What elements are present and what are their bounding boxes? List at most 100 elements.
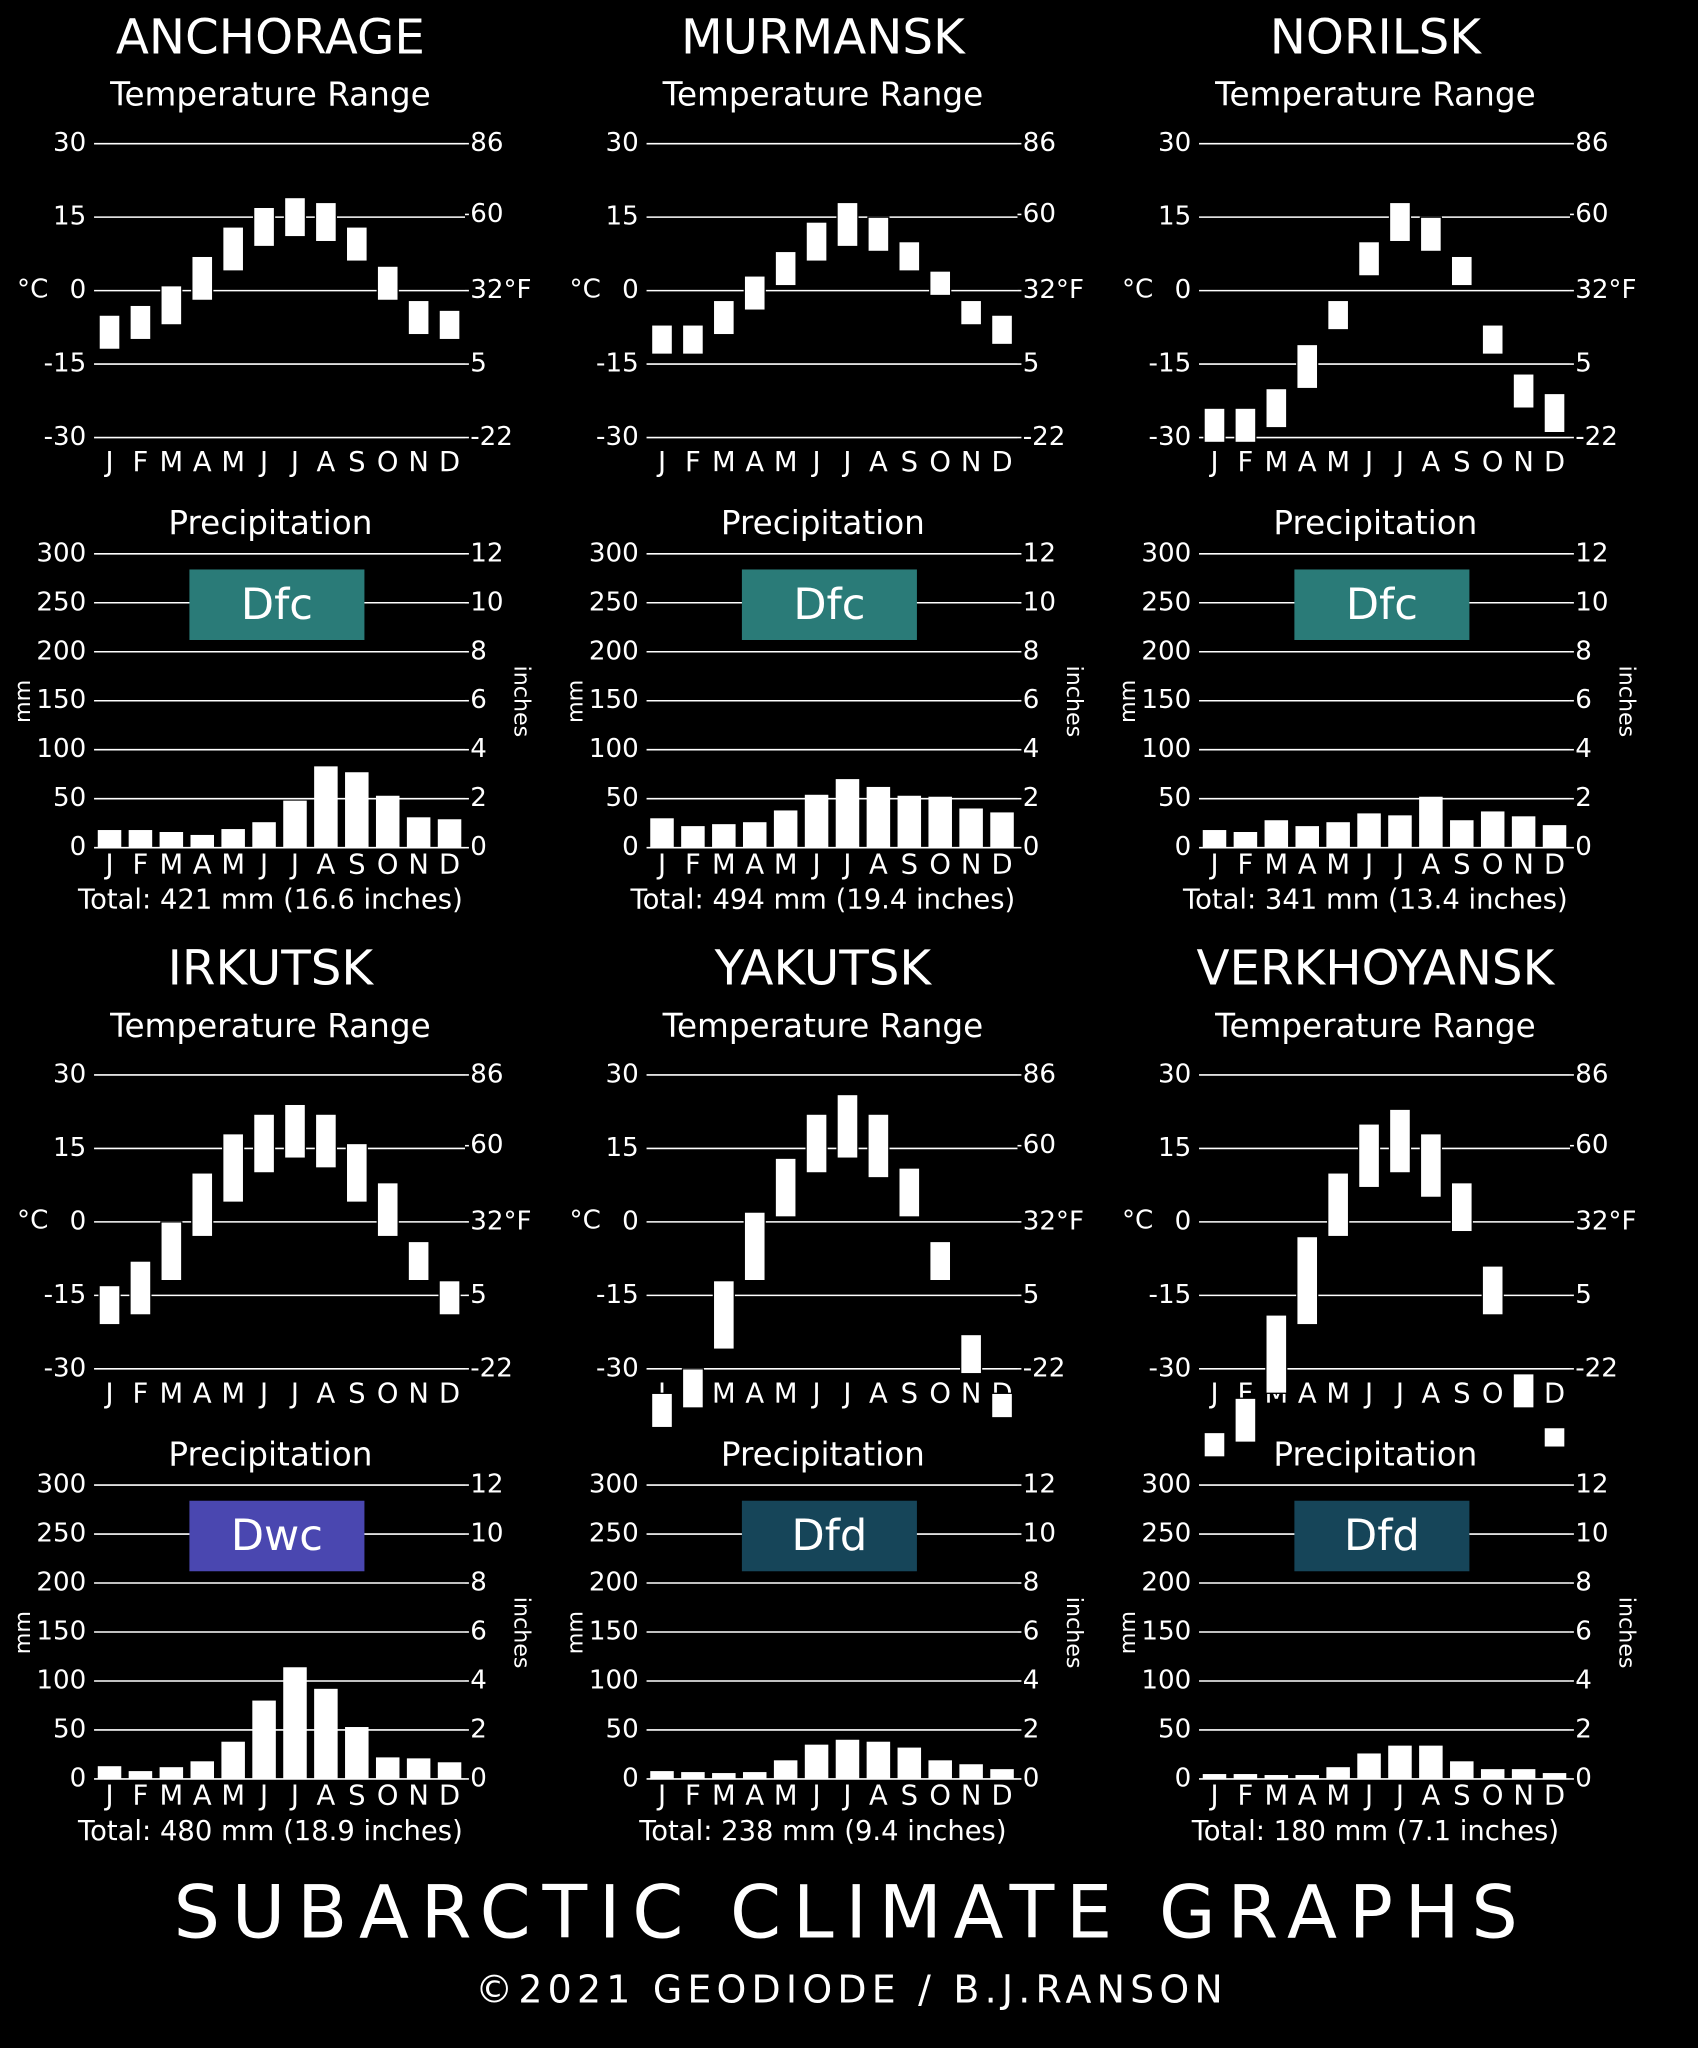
temperature-bar bbox=[1419, 1133, 1442, 1199]
temperature-bar bbox=[1450, 255, 1473, 287]
precipitation-bar bbox=[866, 1741, 891, 1779]
y2-tick-label: 32°F bbox=[470, 275, 531, 305]
x-tick-label: J bbox=[1208, 447, 1218, 478]
precipitation-bar bbox=[159, 1767, 184, 1779]
climate-code: Dfd bbox=[1344, 1511, 1420, 1561]
temperature-bar bbox=[898, 240, 921, 272]
y-tick-label: 30 bbox=[53, 128, 86, 158]
x-tick-label: M bbox=[1326, 447, 1350, 478]
x-tick-label: M bbox=[1264, 1781, 1288, 1812]
climate-chart: Precipitation 0 50 100 150 200 250 300 0 2 4 6 8 10 12… bbox=[563, 1435, 1088, 1847]
precipitation-bar bbox=[97, 1766, 122, 1779]
x-tick-label: N bbox=[408, 849, 429, 880]
precipitation-bar bbox=[406, 817, 431, 848]
x-tick-label: A bbox=[1298, 447, 1317, 478]
x-tick-label: F bbox=[1238, 447, 1254, 478]
y-tick-label: 150 bbox=[1141, 685, 1191, 715]
y2-tick-label: 8 bbox=[1575, 636, 1592, 666]
x-tick-label: O bbox=[929, 1781, 951, 1812]
city-title: YAKUTSK bbox=[714, 941, 933, 997]
precipitation-bar bbox=[712, 824, 736, 848]
y2-tick-label: 2 bbox=[1575, 1714, 1592, 1744]
y-tick-label: 200 bbox=[1141, 1568, 1191, 1598]
precipitation-total: Total: 480 mm (18.9 inches) bbox=[77, 1816, 463, 1847]
climate-code-box bbox=[741, 569, 917, 640]
y-axis-label: mm bbox=[563, 1611, 589, 1654]
x-tick-label: F bbox=[1238, 1781, 1254, 1812]
y2-tick-label: 32°F bbox=[1575, 1206, 1636, 1236]
temperature-bar bbox=[1388, 201, 1412, 243]
y2-tick-label: 86 bbox=[1023, 128, 1056, 158]
precipitation-bar bbox=[128, 1771, 153, 1779]
x-tick-label: M bbox=[1326, 1378, 1350, 1409]
x-tick-label: A bbox=[1298, 1781, 1317, 1812]
temperature-bar bbox=[743, 1211, 766, 1282]
x-tick-label: J bbox=[841, 1378, 851, 1409]
climate-chart: Precipitation 0 50 100 150 200 250 300 0 2 4 6 8 10 12… bbox=[1115, 1435, 1640, 1847]
precipitation-bar bbox=[128, 830, 153, 848]
precipitation-bar bbox=[959, 808, 983, 848]
y-tick-label: 150 bbox=[36, 685, 86, 715]
precipitation-bar bbox=[283, 800, 307, 848]
x-tick-label: M bbox=[221, 849, 245, 880]
y-axis-label: mm bbox=[1115, 1611, 1141, 1654]
x-tick-label: A bbox=[745, 1378, 764, 1409]
precipitation-bar bbox=[345, 1727, 369, 1779]
temperature-bar bbox=[1265, 387, 1288, 429]
precipitation-bar bbox=[1264, 1775, 1289, 1779]
precipitation-bar bbox=[221, 829, 245, 848]
y-tick-label: -15 bbox=[596, 1280, 639, 1310]
x-tick-label: A bbox=[745, 447, 764, 478]
y-tick-label: 100 bbox=[1141, 1665, 1191, 1695]
x-tick-label: A bbox=[869, 447, 888, 478]
x-tick-label: S bbox=[901, 447, 918, 478]
precipitation-bar bbox=[252, 1700, 276, 1779]
y-axis-label: °C bbox=[17, 274, 48, 304]
temperature-bar bbox=[407, 299, 430, 336]
y-tick-label: -15 bbox=[1149, 349, 1192, 379]
x-tick-label: J bbox=[103, 447, 113, 478]
x-tick-label: A bbox=[869, 1781, 888, 1812]
x-tick-label: O bbox=[1482, 1378, 1504, 1409]
precipitation-bar bbox=[681, 826, 705, 848]
x-tick-label: A bbox=[317, 447, 336, 478]
precipitation-bar bbox=[990, 812, 1014, 848]
x-tick-label: M bbox=[774, 447, 798, 478]
x-tick-label: A bbox=[869, 1378, 888, 1409]
precipitation-bar bbox=[928, 1760, 952, 1779]
y2-tick-label: 6 bbox=[470, 685, 487, 715]
precipitation-bar bbox=[712, 1773, 736, 1779]
x-tick-label: D bbox=[1544, 447, 1565, 478]
precipitation-bar bbox=[1202, 830, 1227, 848]
chart-title: Precipitation bbox=[1273, 504, 1477, 542]
y2-tick-label: 60 bbox=[1023, 1130, 1056, 1160]
temperature-bar bbox=[929, 1240, 952, 1282]
y-axis-label: °C bbox=[1122, 274, 1153, 304]
y2-tick-label: 8 bbox=[1023, 1568, 1040, 1598]
y2-tick-label: 2 bbox=[470, 783, 487, 813]
x-tick-label: D bbox=[991, 447, 1012, 478]
y-tick-label: 15 bbox=[605, 202, 638, 232]
x-tick-label: O bbox=[377, 1781, 399, 1812]
precipitation-bar bbox=[1542, 825, 1567, 848]
y-tick-label: 250 bbox=[589, 587, 639, 617]
x-tick-label: S bbox=[348, 447, 365, 478]
y2-tick-label: 10 bbox=[1575, 1519, 1608, 1549]
y-tick-label: 200 bbox=[36, 1568, 86, 1598]
precipitation-bar bbox=[1511, 1769, 1536, 1779]
x-tick-label: M bbox=[1264, 447, 1288, 478]
y-tick-label: 150 bbox=[1141, 1617, 1191, 1647]
precipitation-bar bbox=[1511, 816, 1536, 848]
y-tick-label: 50 bbox=[605, 1714, 638, 1744]
y-tick-label: 300 bbox=[1141, 538, 1191, 568]
temperature-bar bbox=[376, 265, 399, 302]
y-tick-label: 0 bbox=[622, 1206, 639, 1236]
precipitation-bar bbox=[190, 834, 215, 848]
y-tick-label: 30 bbox=[1158, 128, 1191, 158]
x-tick-label: N bbox=[961, 1781, 982, 1812]
y2-tick-label: 4 bbox=[470, 734, 487, 764]
y-tick-label: 100 bbox=[36, 1665, 86, 1695]
y-axis-label: °C bbox=[570, 274, 601, 304]
x-tick-label: M bbox=[1326, 1781, 1350, 1812]
temperature-bar bbox=[1203, 407, 1226, 444]
